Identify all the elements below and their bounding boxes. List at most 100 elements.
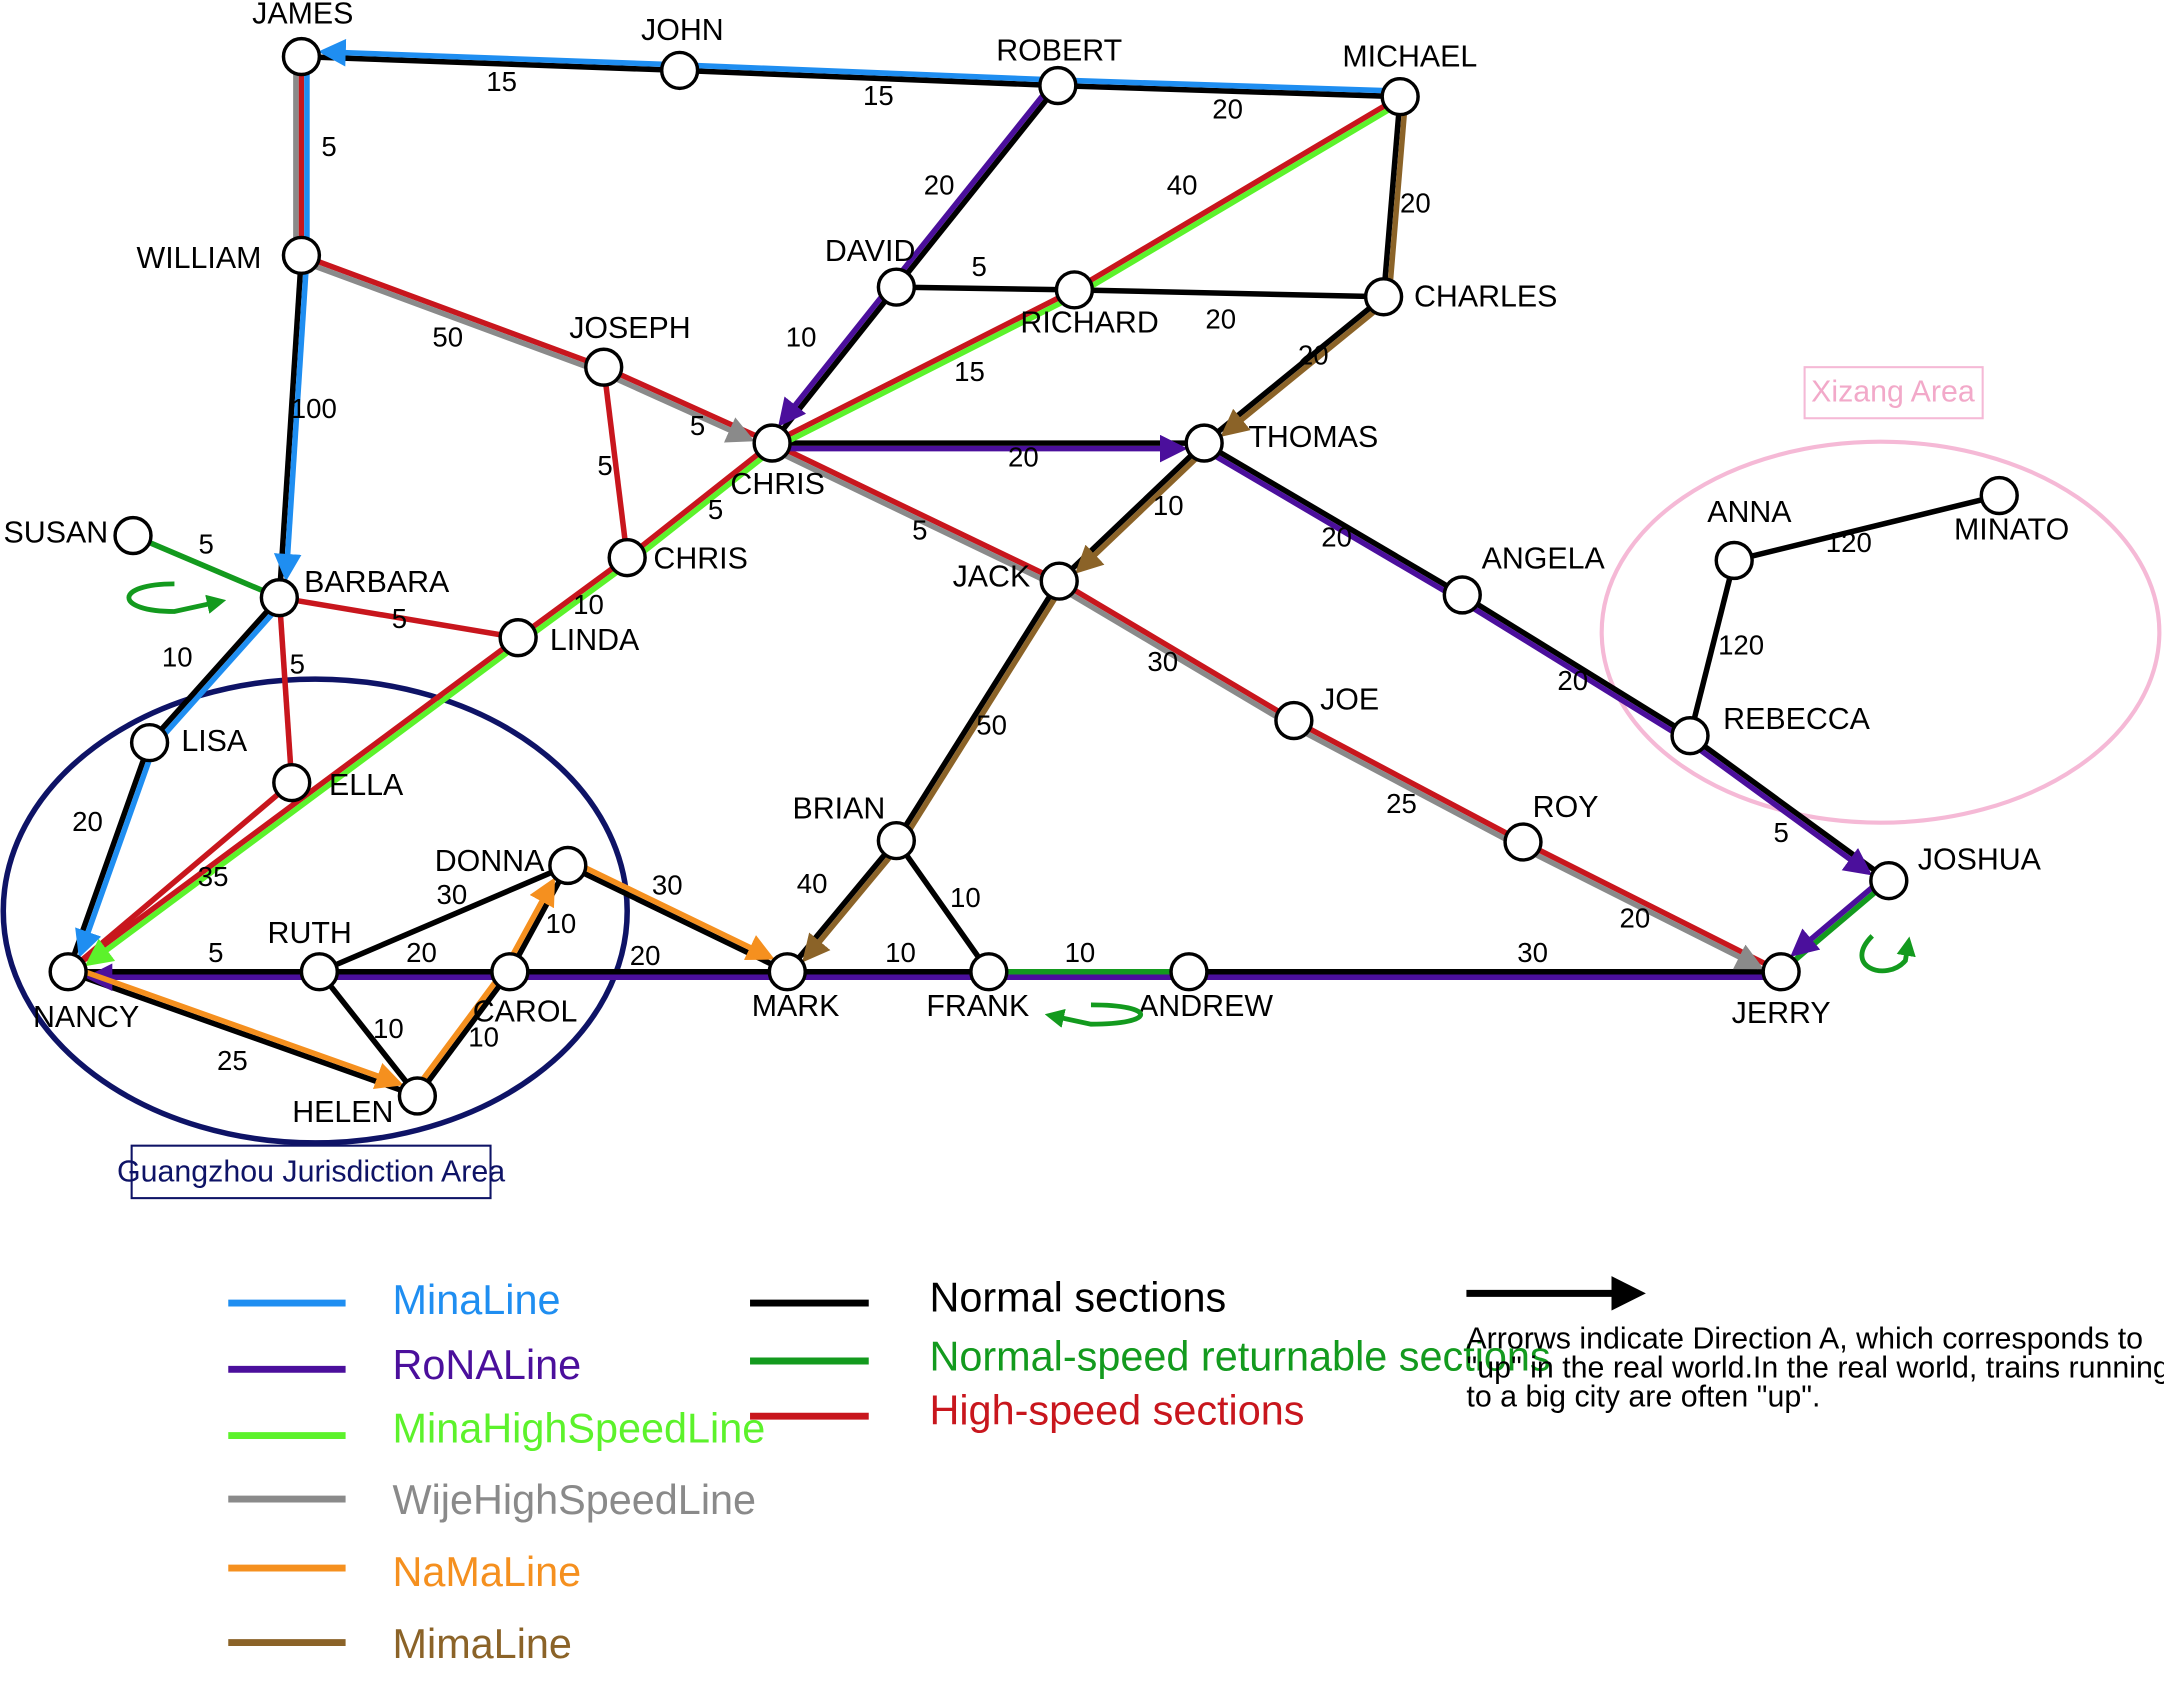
section-weight: 40 — [1167, 170, 1198, 201]
station-node-carol[interactable] — [490, 952, 530, 992]
legend-label-mima: MimaLine — [393, 1621, 572, 1667]
station-label: ANNA — [1707, 496, 1792, 529]
station-node-lisa[interactable] — [129, 722, 170, 763]
legend-label-highspeed: High-speed sections — [929, 1387, 1304, 1433]
station-node-david[interactable] — [876, 267, 917, 307]
station-label: DONNA — [435, 845, 545, 878]
line-mina-segment — [679, 62, 1059, 83]
station-node-mark[interactable] — [767, 952, 807, 992]
section-nancy-helen — [67, 969, 419, 1099]
line-mima-segment — [1386, 96, 1409, 298]
section-weight: 10 — [950, 882, 981, 913]
station-label: RICHARD — [1020, 307, 1158, 340]
station-node-angela[interactable] — [1442, 575, 1482, 615]
line-wije-segment — [1054, 583, 1293, 728]
station-node-thomas[interactable] — [1184, 423, 1224, 463]
station-node-anna[interactable] — [1714, 540, 1754, 581]
station-node-brian[interactable] — [876, 820, 917, 861]
section-weight: 10 — [1065, 937, 1096, 968]
line-nama-segment — [69, 963, 404, 1089]
section-weight: 120 — [1826, 527, 1872, 558]
station-node-michael[interactable] — [1380, 76, 1420, 117]
station-label: RUTH — [268, 917, 352, 950]
line-mina-segment — [75, 743, 158, 958]
station-node-chris2[interactable] — [607, 537, 647, 578]
station-label: ANGELA — [1482, 543, 1606, 576]
line-rona-segment — [1790, 874, 1888, 957]
station-node-rebecca[interactable] — [1670, 716, 1710, 756]
station-node-barbara[interactable] — [259, 578, 300, 618]
station-node-robert[interactable] — [1038, 65, 1078, 106]
station-label: WILLIAM — [137, 242, 262, 275]
section-richard-chris1 — [770, 287, 1076, 446]
guangzhou-area-label: Guangzhou Jurisdiction Area — [117, 1156, 505, 1189]
return-loop-icon — [1044, 1002, 1143, 1028]
xizang-area-ellipse — [1599, 439, 2162, 825]
station-label: JOE — [1320, 683, 1379, 716]
direction-arrow-legend: Arrorws indicate Direction A, which corr… — [1466, 1276, 2164, 1414]
line-mina-segment — [1057, 77, 1401, 94]
section-weight: 20 — [1619, 903, 1650, 934]
section-weight: 5 — [597, 450, 612, 481]
station-node-chris1[interactable] — [752, 423, 792, 463]
legend: MinaLine RoNALine MinaHighSpeedLine WijeHig… — [228, 1274, 1551, 1667]
station-node-jerry[interactable] — [1761, 952, 1801, 992]
station-node-ella[interactable] — [272, 762, 312, 803]
station-label: ELLA — [329, 769, 404, 802]
station-node-roy[interactable] — [1503, 822, 1543, 862]
station-node-joshua[interactable] — [1869, 860, 1909, 901]
section-weight: 20 — [406, 937, 437, 968]
station-label: SUSAN — [4, 516, 109, 549]
station-node-james[interactable] — [281, 36, 322, 77]
station-label: NANCY — [33, 1001, 139, 1034]
station-label: LISA — [181, 725, 248, 758]
section-weight: 5 — [199, 529, 214, 560]
station-node-jack[interactable] — [1039, 561, 1079, 601]
section-helen-carol — [415, 970, 513, 1098]
station-node-william[interactable] — [281, 235, 322, 276]
section-anna-rebecca — [1687, 559, 1737, 737]
legend-label-nama: NaMaLine — [393, 1549, 582, 1595]
section-chris2-linda — [516, 555, 629, 640]
section-angela-rebecca — [1460, 592, 1692, 739]
station-node-john[interactable] — [659, 50, 700, 91]
line-wije-segment — [1290, 722, 1522, 850]
section-weight: 15 — [954, 356, 985, 387]
section-weight: 10 — [1153, 490, 1184, 521]
station-node-susan[interactable] — [113, 515, 153, 556]
xizang-label-box — [1803, 366, 1984, 420]
station-label: JOSEPH — [569, 312, 690, 345]
station-node-andrew[interactable] — [1169, 952, 1209, 992]
section-joseph-chris1 — [602, 364, 774, 446]
station-node-richard[interactable] — [1054, 270, 1095, 310]
section-jack-joe — [1057, 578, 1296, 723]
section-weight: 20 — [1557, 665, 1588, 696]
line-wije-segment — [298, 257, 603, 375]
section-jack-brian — [894, 579, 1062, 843]
station-node-helen[interactable] — [397, 1076, 438, 1116]
station-node-donna[interactable] — [548, 845, 588, 886]
station-label: CHRIS — [653, 543, 747, 576]
station-node-joe[interactable] — [1274, 700, 1314, 741]
section-weight: 100 — [291, 393, 337, 424]
station-node-charles[interactable] — [1363, 277, 1404, 317]
section-weight: 20 — [1298, 339, 1329, 370]
section-joe-roy — [1292, 718, 1525, 845]
line-mima-segment — [802, 842, 903, 963]
station-node-nancy[interactable] — [48, 952, 88, 992]
section-william-joseph — [300, 252, 605, 370]
line-minahs-segment — [84, 639, 524, 967]
section-weight: 20 — [924, 170, 955, 201]
station-node-ruth[interactable] — [299, 952, 340, 992]
section-weight: 30 — [437, 879, 468, 910]
station-node-joseph[interactable] — [584, 347, 624, 387]
section-weight: 5 — [321, 131, 336, 162]
return-loop-icon — [1859, 934, 1916, 974]
line-wije-segment — [1519, 844, 1764, 970]
section-robert-michael — [1057, 82, 1401, 100]
station-node-minato[interactable] — [1979, 475, 2019, 516]
section-joseph-chris2 — [600, 366, 630, 558]
section-weight: 10 — [373, 1013, 404, 1044]
station-node-linda[interactable] — [498, 618, 538, 658]
station-node-frank[interactable] — [969, 952, 1009, 992]
